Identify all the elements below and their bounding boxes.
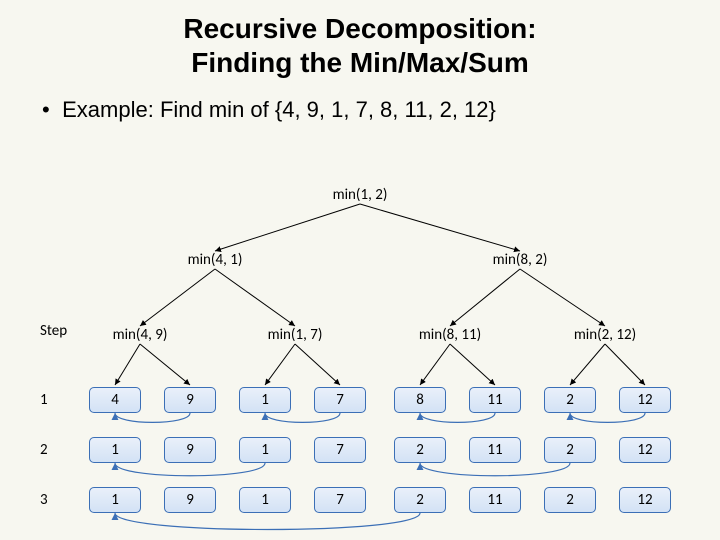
step-label-1: 1 bbox=[40, 391, 48, 409]
cell-r1-c1: 9 bbox=[164, 437, 216, 463]
cell-r2-c5: 11 bbox=[469, 487, 521, 513]
cell-r1-c7: 12 bbox=[619, 437, 671, 463]
cell-r2-c1: 9 bbox=[164, 487, 216, 513]
cell-r1-c0: 1 bbox=[89, 437, 141, 463]
cell-r1-c4: 2 bbox=[394, 437, 446, 463]
cell-r0-c5: 11 bbox=[469, 387, 521, 413]
cell-r0-c1: 9 bbox=[164, 387, 216, 413]
cell-r0-c2: 1 bbox=[239, 387, 291, 413]
cell-r0-c4: 8 bbox=[394, 387, 446, 413]
cell-r0-c0: 4 bbox=[89, 387, 141, 413]
cell-r2-c0: 1 bbox=[89, 487, 141, 513]
cell-r0-c3: 7 bbox=[314, 387, 366, 413]
cell-r1-c5: 11 bbox=[469, 437, 521, 463]
cell-r1-c2: 1 bbox=[239, 437, 291, 463]
cell-r2-c3: 7 bbox=[314, 487, 366, 513]
step-label-2: 2 bbox=[40, 441, 48, 459]
cell-r2-c4: 2 bbox=[394, 487, 446, 513]
cell-r2-c6: 2 bbox=[544, 487, 596, 513]
cell-r0-c6: 2 bbox=[544, 387, 596, 413]
cell-r2-c2: 1 bbox=[239, 487, 291, 513]
cell-r2-c7: 12 bbox=[619, 487, 671, 513]
cell-r1-c6: 2 bbox=[544, 437, 596, 463]
step-label-3: 3 bbox=[40, 491, 48, 509]
cell-r1-c3: 7 bbox=[314, 437, 366, 463]
cell-r0-c7: 12 bbox=[619, 387, 671, 413]
step-header: Step bbox=[40, 322, 67, 340]
